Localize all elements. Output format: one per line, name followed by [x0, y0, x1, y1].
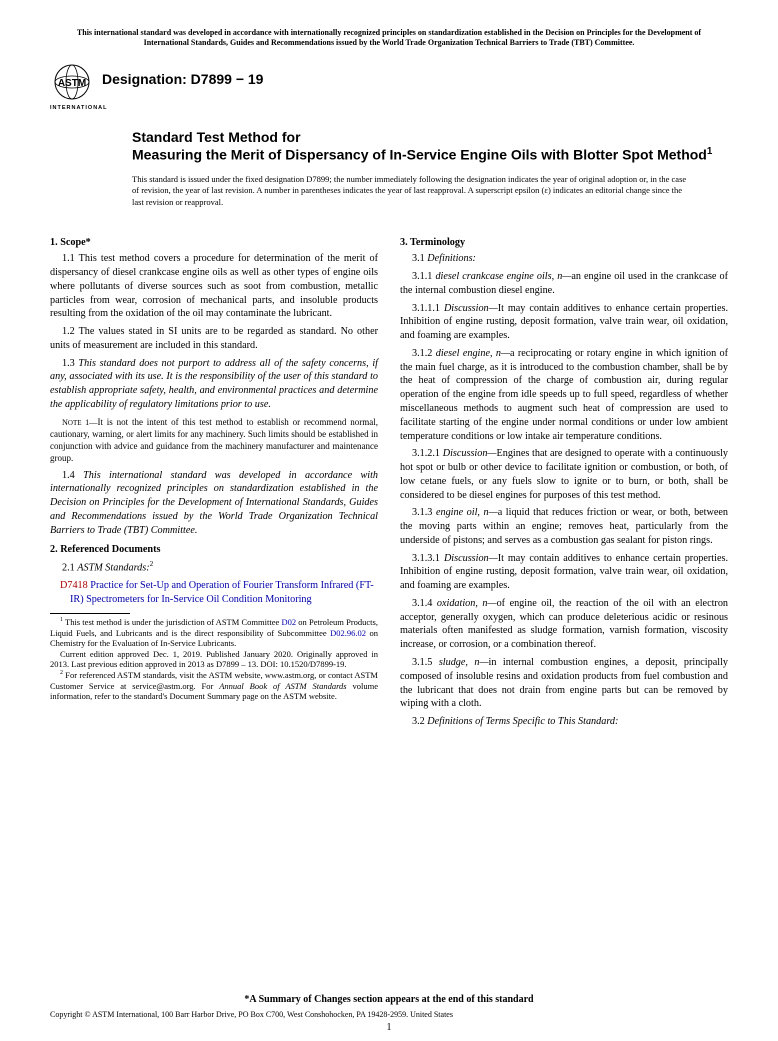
para-3-1-5: 3.1.5 sludge, n—in internal combustion e… [400, 656, 728, 711]
section-1-head: 1. Scope* [50, 236, 378, 250]
title-sup: 1 [707, 146, 712, 157]
logo-text: INTERNATIONAL [50, 105, 94, 111]
para-2-1-num: 2.1 [62, 563, 77, 574]
para-1-3: 1.3 This standard does not purport to ad… [50, 357, 378, 412]
page-number: 1 [0, 1022, 778, 1033]
page: This international standard was develope… [0, 0, 778, 733]
para-3-1-3-1: 3.1.3.1 Discussion—It may contain additi… [400, 552, 728, 593]
top-notice: This international standard was develope… [50, 28, 728, 49]
left-column: 1. Scope* 1.1 This test method covers a … [50, 230, 378, 733]
title-main: Measuring the Merit of Dispersancy of In… [132, 146, 728, 164]
para-3-1-3: 3.1.3 engine oil, n—a liquid that reduce… [400, 506, 728, 547]
para-3-1: 3.1 Definitions: [400, 252, 728, 266]
header-row: ASTM INTERNATIONAL Designation: D7899 − … [50, 63, 728, 107]
fn2-italic: Annual Book of ASTM Standards [219, 681, 346, 691]
right-column: 3. Terminology 3.1 Definitions: 3.1.1 di… [400, 230, 728, 733]
footnote-1b: Current edition approved Dec. 1, 2019. P… [50, 649, 378, 670]
summary-line: *A Summary of Changes section appears at… [0, 994, 778, 1005]
astm-logo: ASTM INTERNATIONAL [50, 63, 94, 107]
footnote-1: 1 This test method is under the jurisdic… [50, 617, 378, 649]
para-1-4-text: This international standard was develope… [50, 470, 378, 536]
para-1-4: 1.4 This international standard was deve… [50, 469, 378, 538]
ref-title: Practice for Set-Up and Operation of Fou… [70, 580, 374, 605]
columns: 1. Scope* 1.1 This test method covers a … [50, 230, 728, 733]
note-1: NOTE 1—It is not the intent of this test… [50, 416, 378, 465]
issuance-note: This standard is issued under the fixed … [132, 174, 728, 207]
title-block: Standard Test Method for Measuring the M… [132, 129, 728, 165]
section-3-head: 3. Terminology [400, 236, 728, 250]
para-3-1-2-1: 3.1.2.1 Discussion—Engines that are desi… [400, 447, 728, 502]
para-3-2: 3.2 Definitions of Terms Specific to Thi… [400, 715, 728, 729]
fn1-link2[interactable]: D02.96.02 [330, 628, 366, 638]
para-2-1-title: ASTM Standards: [77, 563, 149, 574]
note-1-label: NOTE 1— [62, 418, 97, 427]
para-3-1-1-1: 3.1.1.1 Discussion—It may contain additi… [400, 302, 728, 343]
para-3-1-2: 3.1.2 diesel engine, n—a reciprocating o… [400, 347, 728, 443]
designation: Designation: D7899 − 19 [102, 71, 263, 87]
para-2-1: 2.1 ASTM Standards:2 [50, 560, 378, 575]
footnote-2: 2 For referenced ASTM standards, visit t… [50, 670, 378, 702]
svg-text:ASTM: ASTM [58, 78, 86, 89]
fn1a: This test method is under the jurisdicti… [63, 617, 281, 627]
note-1-text: It is not the intent of this test method… [50, 417, 378, 464]
para-1-1: 1.1 This test method covers a procedure … [50, 252, 378, 321]
footnote-separator [50, 613, 130, 614]
para-1-2: 1.2 The values stated in SI units are to… [50, 325, 378, 353]
title-intro: Standard Test Method for [132, 129, 728, 147]
section-2-head: 2. Referenced Documents [50, 543, 378, 557]
title-main-text: Measuring the Merit of Dispersancy of In… [132, 147, 707, 163]
ref-code: D7418 [60, 580, 88, 591]
ref-d7418[interactable]: D7418 Practice for Set-Up and Operation … [70, 579, 378, 607]
para-3-1-4: 3.1.4 oxidation, n—of engine oil, the re… [400, 597, 728, 652]
para-3-1-1: 3.1.1 diesel crankcase engine oils, n—an… [400, 270, 728, 298]
copyright: Copyright © ASTM International, 100 Barr… [50, 1010, 453, 1019]
fn1-link1[interactable]: D02 [281, 617, 296, 627]
para-2-1-sup: 2 [150, 560, 154, 568]
